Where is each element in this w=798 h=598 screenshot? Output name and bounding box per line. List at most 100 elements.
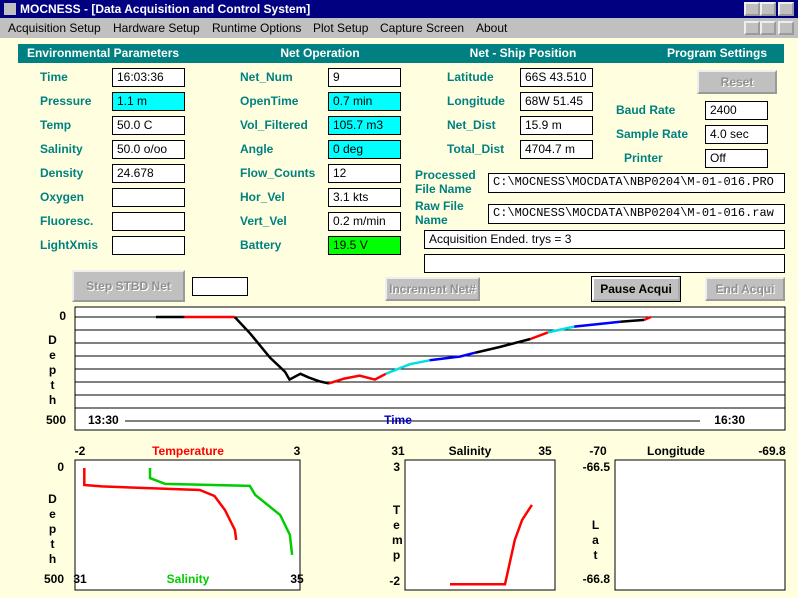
action-button[interactable]: Step STBD Net: [72, 270, 185, 302]
menu-item[interactable]: Hardware Setup: [113, 21, 200, 35]
field-value: 12: [328, 164, 401, 183]
top-tick-label: -2: [75, 444, 86, 458]
field-value: 68W 51.45: [520, 92, 593, 111]
x-tick-label: 31: [391, 444, 405, 458]
x-tick-label: 13:30: [88, 413, 119, 427]
doc-minimize[interactable]: [744, 21, 760, 35]
doc-close[interactable]: [778, 21, 794, 35]
top-tick-label: 3: [294, 444, 301, 458]
field-value: 16:03:36: [112, 68, 185, 87]
file-label: Processed File Name: [415, 168, 476, 196]
plot-area: [614, 459, 786, 591]
field-label: Time: [40, 70, 68, 84]
setting-value: 2400: [705, 101, 768, 120]
menu-item[interactable]: Capture Screen: [380, 21, 465, 35]
plot-area: [404, 459, 556, 591]
field-label: Density: [40, 166, 84, 180]
field-value: 9: [328, 68, 401, 87]
setting-value: Off: [705, 149, 768, 168]
temperature-trace: [83, 468, 238, 541]
field-value: 0 deg: [328, 140, 401, 159]
depth-trace: [385, 359, 430, 375]
y-tick-label: 3: [393, 460, 400, 474]
x-tick-label: 35: [538, 444, 552, 458]
field-label: Longitude: [447, 94, 505, 108]
x-tick-label: -70: [589, 444, 607, 458]
action-button[interactable]: Pause Acqui: [591, 276, 681, 302]
field-label: Flow_Counts: [240, 166, 316, 180]
salinity-trace: [148, 468, 294, 556]
step-input[interactable]: [192, 277, 248, 296]
setting-label: Printer: [624, 151, 663, 165]
section-header: Net - Ship Position: [469, 46, 577, 60]
field-label: Angle: [240, 142, 274, 156]
field-value: [112, 236, 185, 255]
y-axis-label: Depth: [48, 333, 57, 407]
field-label: Salinity: [40, 142, 83, 156]
menu-bar: Acquisition Setup Hardware Setup Runtime O…: [0, 18, 798, 38]
field-label: Fluoresc.: [40, 214, 94, 228]
y-axis-label: Lat: [591, 518, 600, 562]
depth-trace: [547, 325, 575, 334]
field-label: Vert_Vel: [240, 214, 287, 228]
action-button[interactable]: End Acqui: [705, 277, 785, 301]
field-value: 66S 43.510: [520, 68, 593, 87]
minimize[interactable]: [744, 2, 760, 16]
field-value: 19.5 V: [328, 236, 401, 255]
y-tick-label: -2: [389, 574, 400, 588]
field-value: [112, 212, 185, 231]
close[interactable]: [778, 2, 794, 16]
field-label: Hor_Vel: [240, 190, 285, 204]
file-label: Raw File Name: [415, 199, 464, 227]
field-value: 0.7 min: [328, 92, 401, 111]
setting-label: Baud Rate: [616, 103, 676, 117]
message-box: Acquisition Ended. trys = 3: [424, 230, 785, 249]
field-value: 24.678: [112, 164, 185, 183]
y-tick-label: 500: [44, 572, 64, 586]
depth-trace: [328, 372, 387, 385]
field-label: Total_Dist: [447, 142, 505, 156]
title-bar: MOCNESS - [Data Acquisition and Control …: [0, 0, 798, 18]
field-label: Pressure: [40, 94, 92, 108]
section-header: Net Operation: [280, 46, 360, 60]
field-value: [112, 188, 185, 207]
doc-restore[interactable]: [760, 21, 776, 35]
message-box-empty: [424, 254, 785, 273]
bottom-axis-label: Salinity: [167, 572, 210, 586]
y-tick-label: 500: [46, 413, 66, 427]
field-value: 50.0 C: [112, 116, 185, 135]
x-tick-label: 16:30: [714, 413, 745, 427]
y-tick-label: -66.5: [583, 460, 611, 474]
menu-item[interactable]: About: [476, 21, 508, 35]
menu-item[interactable]: Plot Setup: [313, 21, 369, 35]
field-label: Net_Num: [240, 70, 293, 84]
menu-item[interactable]: Runtime Options: [212, 21, 302, 35]
reset-button[interactable]: Reset: [697, 70, 777, 94]
y-tick-label: -66.8: [583, 572, 611, 586]
ts-trace: [450, 504, 533, 586]
plot-title: Salinity: [449, 444, 492, 458]
depth-trace: [475, 337, 531, 354]
menu-item[interactable]: Acquisition Setup: [8, 21, 101, 35]
field-value: 4704.7 m: [520, 140, 593, 159]
field-label: OpenTime: [240, 94, 299, 108]
field-label: Battery: [240, 238, 282, 252]
field-value: 105.7 m3: [328, 116, 401, 135]
depth-trace: [574, 320, 621, 328]
depth-trace: [620, 318, 645, 324]
plot-area: [74, 459, 301, 591]
depth-trace: [643, 315, 652, 322]
depth-trace: [529, 331, 549, 341]
x-axis-label: Time: [384, 413, 412, 427]
setting-value: 4.0 sec: [705, 125, 768, 144]
maximize[interactable]: [760, 2, 776, 16]
field-value: 3.1 kts: [328, 188, 401, 207]
top-axis-label: Temperature: [152, 444, 224, 458]
app-icon: [4, 3, 16, 15]
section-header-bar: [18, 44, 784, 63]
field-label: Net_Dist: [447, 118, 496, 132]
action-button[interactable]: Increment Net#: [385, 277, 480, 301]
depth-trace: [429, 351, 476, 362]
